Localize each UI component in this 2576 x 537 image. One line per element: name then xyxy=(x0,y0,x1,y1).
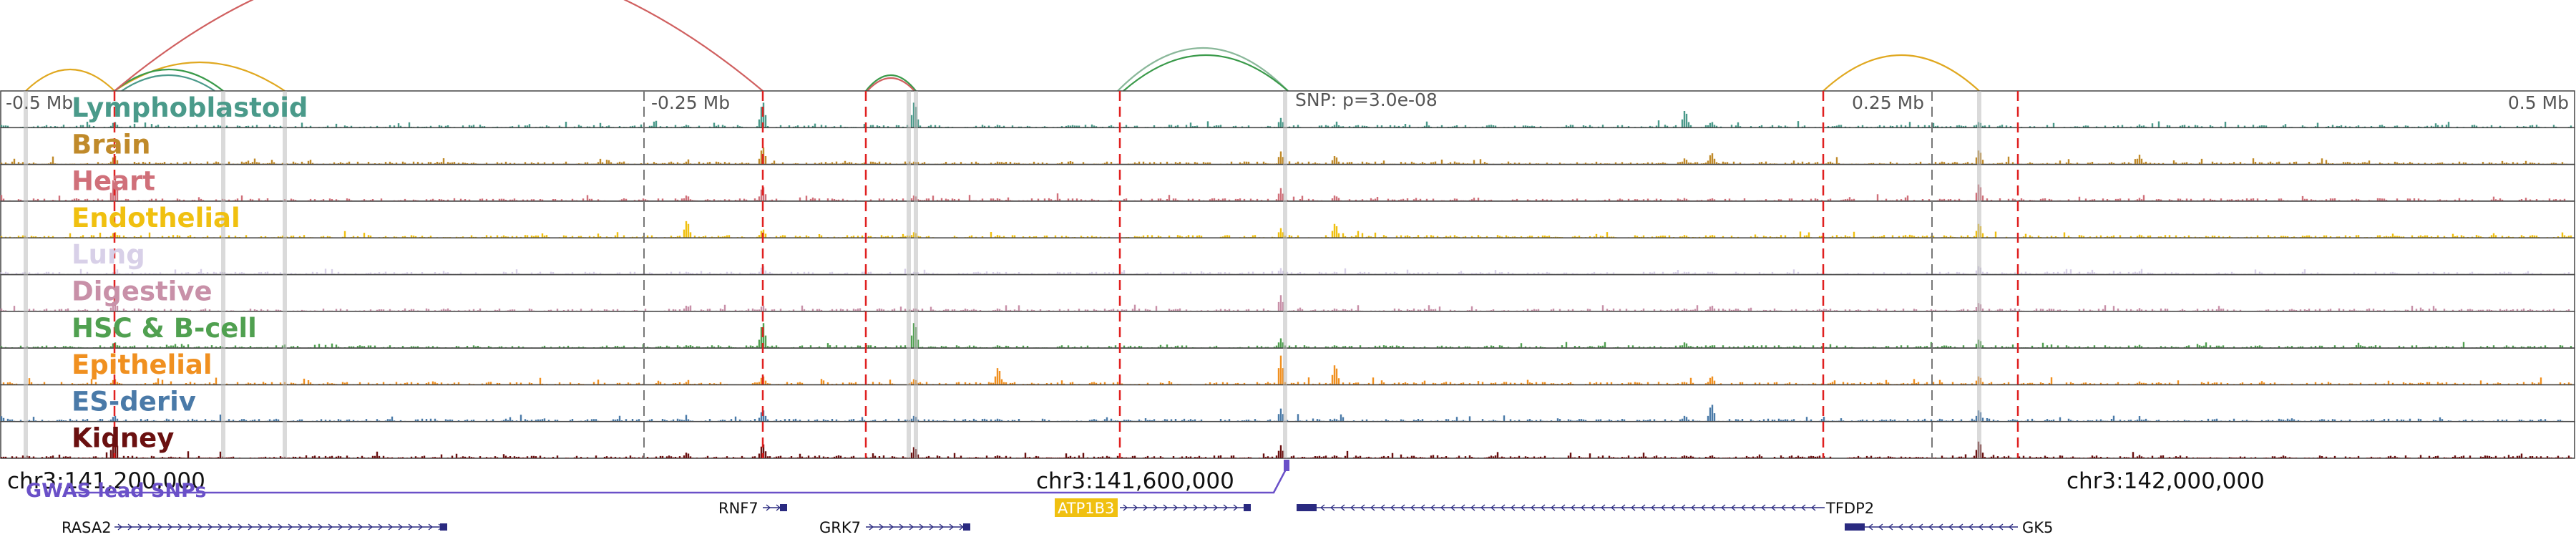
coordinate-label-left: chr3:141,200,000 xyxy=(7,468,205,494)
track-frame xyxy=(0,200,2575,238)
gene-label: ATP1B3 xyxy=(1058,500,1114,517)
gene-rnf7: RNF7 xyxy=(718,500,787,517)
gene-track: RASA2 RNF7 GRK7 ATP1B3 TFDP2 GK5 xyxy=(62,498,2053,536)
highlight-band xyxy=(907,91,911,458)
track-label: Lymphoblastoid xyxy=(72,92,308,123)
coordinate-label-right: chr3:142,000,000 xyxy=(2067,468,2265,494)
track-es-deriv xyxy=(0,384,2575,422)
track-labels: Lymphoblastoid Brain Heart Endothelial Lung D… xyxy=(72,92,308,454)
track-frame xyxy=(0,127,2575,165)
marker-lines xyxy=(24,91,2019,458)
interaction-arc xyxy=(867,77,915,92)
coordinate-axis: chr3:141,200,000 chr3:141,600,000 chr3:1… xyxy=(7,468,2265,494)
highlight-band xyxy=(914,91,918,458)
gene-exon xyxy=(440,523,447,531)
track-label: Kidney xyxy=(72,423,174,454)
snp-label: SNP: p=3.0e-08 xyxy=(1295,90,1438,110)
track-frame xyxy=(0,311,2575,349)
track-endothelial xyxy=(0,200,2575,238)
interaction-arc xyxy=(121,74,215,92)
interaction-arc xyxy=(25,69,115,92)
position-label-plus-0.5: 0.5 Mb xyxy=(2508,92,2569,113)
track-epithelial xyxy=(0,347,2575,386)
track-label: Digestive xyxy=(72,276,213,307)
interaction-arc xyxy=(114,0,763,92)
interaction-arc xyxy=(1823,54,1980,92)
track-label: Lung xyxy=(72,239,145,270)
track-frame xyxy=(0,384,2575,422)
position-label-minus-0.5: -0.5 Mb xyxy=(6,92,73,113)
track-label: Brain xyxy=(72,129,150,160)
gwas-snp-marker xyxy=(1284,460,1289,471)
highlight-band xyxy=(221,91,225,458)
strand-chevrons xyxy=(117,523,444,531)
interaction-arcs xyxy=(25,0,1980,92)
gene-exon xyxy=(1244,504,1251,511)
highlight-band xyxy=(1283,91,1287,458)
gene-exon xyxy=(780,504,787,511)
gene-exon xyxy=(963,523,970,531)
gwas-label: GWAS lead SNPs xyxy=(26,480,206,502)
strand-chevrons xyxy=(1123,504,1239,511)
position-label-minus-0.25: -0.25 Mb xyxy=(651,92,730,113)
interaction-arc xyxy=(1123,54,1289,92)
track-frame xyxy=(0,420,2575,459)
track-label: Heart xyxy=(72,166,155,197)
track-kidney xyxy=(0,420,2575,459)
interaction-arc xyxy=(114,62,286,92)
track-digestive xyxy=(0,274,2575,312)
gene-atp1b3: ATP1B3 xyxy=(1055,498,1251,517)
position-label-plus-0.25: 0.25 Mb xyxy=(1852,92,1924,113)
gene-tfdp2: TFDP2 xyxy=(1297,500,1874,517)
track-brain xyxy=(0,127,2575,165)
gene-grk7: GRK7 xyxy=(819,519,970,536)
interaction-arc xyxy=(114,68,224,92)
highlight-band xyxy=(1977,91,1981,458)
track-heart xyxy=(0,163,2575,202)
gene-gk5: GK5 xyxy=(1845,519,2053,536)
track-hsc-b-cell xyxy=(0,311,2575,349)
track-label: Endothelial xyxy=(72,203,240,233)
position-labels: -0.5 Mb -0.25 Mb 0.25 Mb 0.5 Mb SNP: p=3… xyxy=(6,90,2569,113)
signal-tracks xyxy=(0,90,2575,459)
track-frame xyxy=(0,274,2575,312)
gene-label: GRK7 xyxy=(819,519,861,536)
gene-label: TFDP2 xyxy=(1825,500,1874,517)
gene-label: RNF7 xyxy=(718,500,758,517)
gene-label: RASA2 xyxy=(62,519,112,536)
highlight-band xyxy=(24,91,28,458)
track-label: Epithelial xyxy=(72,349,213,380)
interaction-arc xyxy=(1117,47,1289,92)
gene-highlight xyxy=(1055,498,1118,517)
coordinate-label-middle: chr3:141,600,000 xyxy=(1036,468,1234,494)
gene-label: GK5 xyxy=(2022,519,2053,536)
track-frame xyxy=(0,163,2575,202)
track-frame xyxy=(0,90,2575,129)
highlight-band xyxy=(283,91,287,458)
track-frame xyxy=(0,237,2575,276)
interaction-arc xyxy=(865,74,917,92)
track-lung xyxy=(0,237,2575,276)
gene-exon xyxy=(1845,523,1865,531)
strand-chevrons xyxy=(869,523,965,531)
track-label: HSC & B-cell xyxy=(72,313,257,344)
track-frame xyxy=(0,347,2575,386)
gene-exon xyxy=(1297,504,1317,511)
track-lymphoblastoid xyxy=(0,90,2575,129)
gwas-connector-line xyxy=(72,465,1289,494)
track-label: ES-deriv xyxy=(72,386,196,417)
gwas-track: GWAS lead SNPs xyxy=(26,460,1289,502)
gene-rasa2: RASA2 xyxy=(62,519,447,536)
